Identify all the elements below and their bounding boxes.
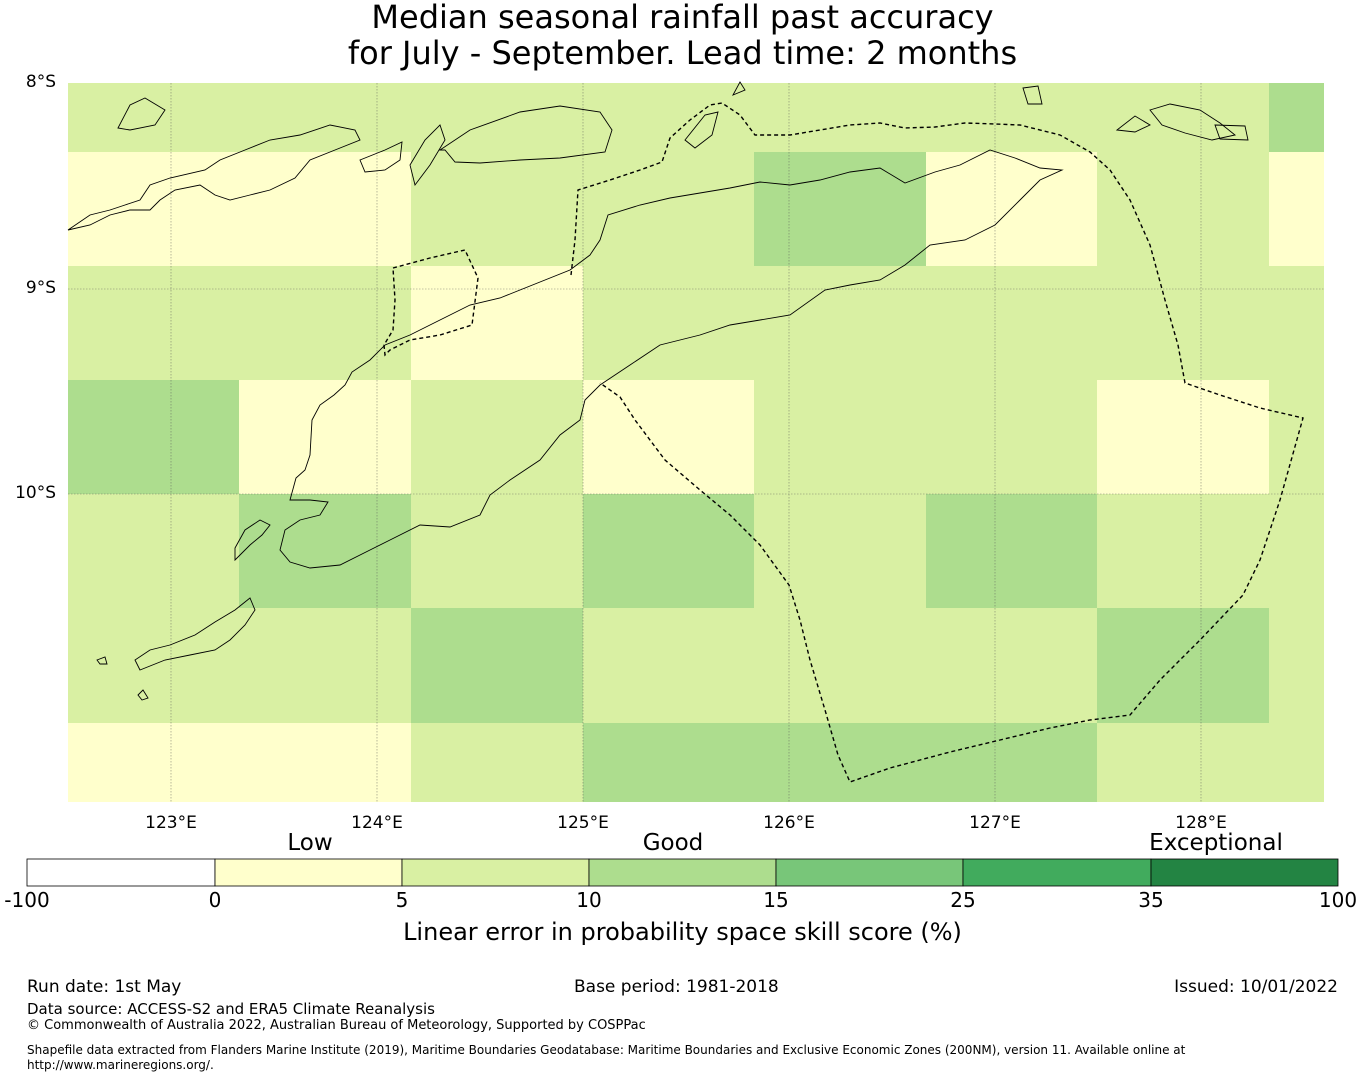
lat-label-10s: 10°S [15,483,56,503]
grid-cell [239,266,411,380]
grid-cell [1097,494,1269,608]
grid-cell [754,723,926,802]
grid-cell [754,608,926,723]
lon-label-128e: 128°E [1175,813,1227,833]
colorbar-tick: 5 [395,888,409,912]
grid-cell [1097,608,1269,723]
grid-cell [1097,83,1269,152]
issued-date: Issued: 10/01/2022 [1174,977,1338,997]
colorbar-tick: 35 [1138,888,1164,912]
grid-cell [239,608,411,723]
grid-cell [1097,266,1269,380]
lon-label-127e: 127°E [969,813,1021,833]
colorbar-tick: 100 [1318,888,1358,912]
grid-cell [68,380,239,494]
grid-cell [583,380,754,494]
colorbar-category-good: Good [642,830,704,856]
grid-cell [411,152,583,266]
grid-cell [411,380,583,494]
shapefile-credit: Shapefile data extracted from Flanders M… [27,1043,1186,1072]
colorbar-tick: 0 [208,888,222,912]
grid-cell [411,266,583,380]
grid-cell [583,608,754,723]
grid-cell [1269,494,1324,608]
lon-label-125e: 125°E [557,813,609,833]
grid-cell [1269,723,1324,802]
grid-cell [1097,152,1269,266]
grid-cell [1269,380,1324,494]
grid-cell [239,380,411,494]
grid-cell [926,380,1097,494]
colorbar-category-low: Low [287,830,333,856]
grid-cell [411,494,583,608]
grid-cell [411,723,583,802]
grid-cell [1269,608,1324,723]
lon-label-124e: 124°E [351,813,403,833]
grid-cell [1269,266,1324,380]
lat-label-8s: 8°S [25,72,56,92]
colorbar-category-exceptional: Exceptional [1149,830,1283,856]
maritime-boundary [383,102,1304,783]
grid-cell [411,83,583,152]
skill-score-grid [68,83,1324,802]
run-date: Run date: 1st May [27,977,182,997]
grid-cell [239,152,411,266]
colorbar-tick: 25 [950,888,976,912]
grid-cell [68,723,239,802]
copyright: © Commonwealth of Australia 2022, Austra… [27,1018,646,1033]
grid-cell [1097,380,1269,494]
grid-cell [926,83,1097,152]
grid-cell [68,494,239,608]
grid-cell [754,380,926,494]
grid-cell [239,494,411,608]
grid-cell [926,608,1097,723]
grid-cell [68,608,239,723]
grid-cell [68,152,239,266]
base-period: Base period: 1981-2018 [574,977,779,997]
coastlines [67,81,1249,701]
colorbar-tick: 10 [576,888,602,912]
grid-cell [583,723,754,802]
chart-title-line-2: for July - September. Lead time: 2 month… [347,34,1018,72]
grid-cell [926,494,1097,608]
grid-cell [754,494,926,608]
colorbar-tick: 15 [763,888,789,912]
grid-cell [583,152,754,266]
grid-cell [583,494,754,608]
colorbar-tick: -100 [4,888,50,912]
grid-cell [68,266,239,380]
grid-cell [926,723,1097,802]
lon-label-123e: 123°E [145,813,197,833]
grid-cell [68,83,239,152]
grid-cell [754,266,926,380]
grid-cell [583,266,754,380]
grid-cell [1269,83,1324,152]
chart-title-line-1: Median seasonal rainfall past accuracy [371,0,994,36]
grid-cell [754,152,926,266]
grid-cell [926,266,1097,380]
grid-cell [1269,152,1324,266]
lon-label-126e: 126°E [763,813,815,833]
grid-cell [239,723,411,802]
colorbar-label: Linear error in probability space skill … [403,918,962,946]
grid-cell [1097,723,1269,802]
grid-cell [411,608,583,723]
data-source: Data source: ACCESS-S2 and ERA5 Climate … [27,1000,435,1018]
lat-label-9s: 9°S [25,278,56,298]
graticule [68,83,1324,802]
grid-cell [754,83,926,152]
